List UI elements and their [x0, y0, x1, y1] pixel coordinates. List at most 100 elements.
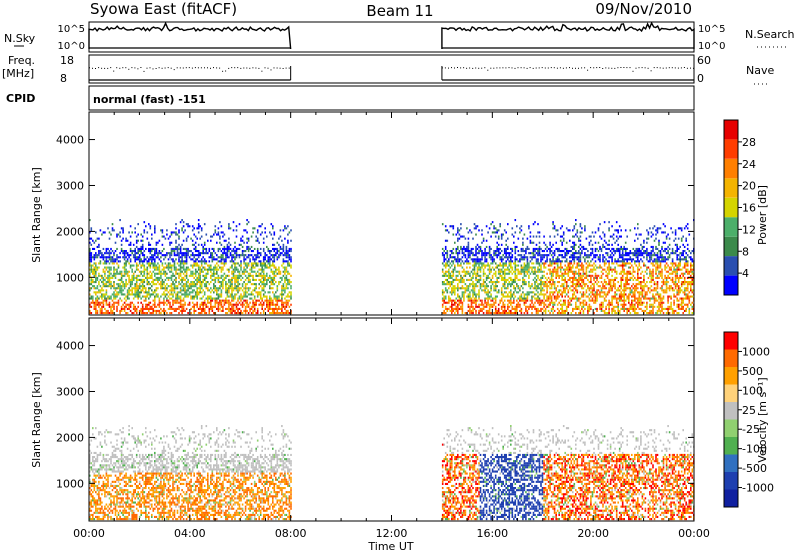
heat-cell — [521, 250, 523, 252]
heat-cell — [221, 306, 223, 308]
heat-cell — [150, 252, 152, 254]
heat-cell — [542, 283, 544, 285]
heat-cell — [451, 300, 453, 302]
heat-cell — [227, 293, 229, 295]
heat-cell — [216, 277, 218, 279]
heat-cell — [201, 304, 203, 306]
heat-cell — [530, 304, 532, 306]
heat-cell — [451, 306, 453, 308]
heat-cell — [593, 279, 595, 281]
heat-cell — [447, 260, 449, 262]
heat-cell — [504, 285, 506, 287]
heat-cell — [136, 296, 138, 298]
heat-cell — [577, 229, 579, 231]
heat-cell — [92, 271, 94, 273]
heat-cell — [112, 250, 114, 252]
heat-cell — [154, 258, 156, 260]
heat-cell — [492, 262, 494, 264]
heat-cell — [542, 289, 544, 291]
heat-cell — [136, 267, 138, 269]
heat-cell — [157, 242, 159, 244]
heat-cell — [531, 283, 533, 285]
heat-cell — [193, 304, 195, 306]
heat-cell — [258, 252, 260, 254]
heat-cell — [231, 306, 233, 308]
heat-cell — [589, 271, 591, 273]
heat-cell — [260, 291, 262, 293]
heat-cell — [168, 269, 170, 271]
heat-cell — [183, 279, 185, 281]
heat-cell — [254, 287, 256, 289]
heat-cell — [530, 260, 532, 262]
heat-cell — [94, 281, 96, 283]
heat-cell — [489, 312, 491, 314]
heat-cell — [557, 234, 559, 236]
heat-cell — [468, 250, 470, 252]
heat-cell — [248, 256, 250, 258]
heat-cell — [605, 258, 607, 260]
heat-cell — [156, 269, 158, 271]
heat-cell — [258, 287, 260, 289]
heat-cell — [113, 254, 115, 256]
heat-cell — [140, 258, 142, 260]
heat-cell — [193, 262, 195, 264]
heat-cell — [471, 306, 473, 308]
heat-cell — [186, 223, 188, 225]
heat-cell — [234, 267, 236, 269]
heat-cell — [248, 250, 250, 252]
heat-cell — [456, 248, 458, 250]
heat-cell — [554, 250, 556, 252]
heat-cell — [519, 306, 521, 308]
freq-point — [626, 67, 627, 68]
heat-cell — [502, 293, 504, 295]
heat-cell — [263, 281, 265, 283]
heat-cell — [487, 304, 489, 306]
heat-cell — [228, 227, 230, 229]
heat-cell — [457, 308, 459, 310]
heat-cell — [277, 285, 279, 287]
heat-cell — [160, 308, 162, 310]
heat-cell — [504, 252, 506, 254]
heat-cell — [107, 260, 109, 262]
heat-cell — [148, 310, 150, 312]
heat-cell — [175, 254, 177, 256]
heat-cell — [453, 308, 455, 310]
heat-cell — [206, 285, 208, 287]
heat-cell — [269, 281, 271, 283]
heat-cell — [284, 252, 286, 254]
heat-cell — [221, 267, 223, 269]
heat-cell — [110, 273, 112, 275]
heat-cell — [604, 256, 606, 258]
heat-cell — [109, 304, 111, 306]
heat-cell — [513, 287, 515, 289]
heat-cell — [160, 252, 162, 254]
heat-cell — [131, 279, 133, 281]
heat-cell — [575, 283, 577, 285]
heat-cell — [558, 248, 560, 250]
heat-cell — [258, 279, 260, 281]
heat-cell — [590, 300, 592, 302]
heat-cell — [519, 231, 521, 233]
freq-point — [672, 67, 673, 68]
heat-cell — [490, 258, 492, 260]
heat-cell — [607, 260, 609, 262]
heat-cell — [221, 291, 223, 293]
heat-cell — [574, 291, 576, 293]
heat-cell — [97, 269, 99, 271]
heat-cell — [122, 231, 124, 233]
heat-cell — [560, 293, 562, 295]
heat-cell — [206, 252, 208, 254]
heat-cell — [457, 246, 459, 248]
heat-cell — [489, 296, 491, 298]
heat-cell — [290, 281, 292, 283]
freq-point — [639, 67, 640, 68]
heat-cell — [483, 254, 485, 256]
heat-cell — [552, 312, 554, 314]
heat-cell — [264, 300, 266, 302]
heat-cell — [528, 265, 530, 267]
heat-cell — [193, 265, 195, 267]
heat-cell — [162, 236, 164, 238]
heat-cell — [552, 279, 554, 281]
heat-cell — [602, 231, 604, 233]
heat-cell — [504, 250, 506, 252]
